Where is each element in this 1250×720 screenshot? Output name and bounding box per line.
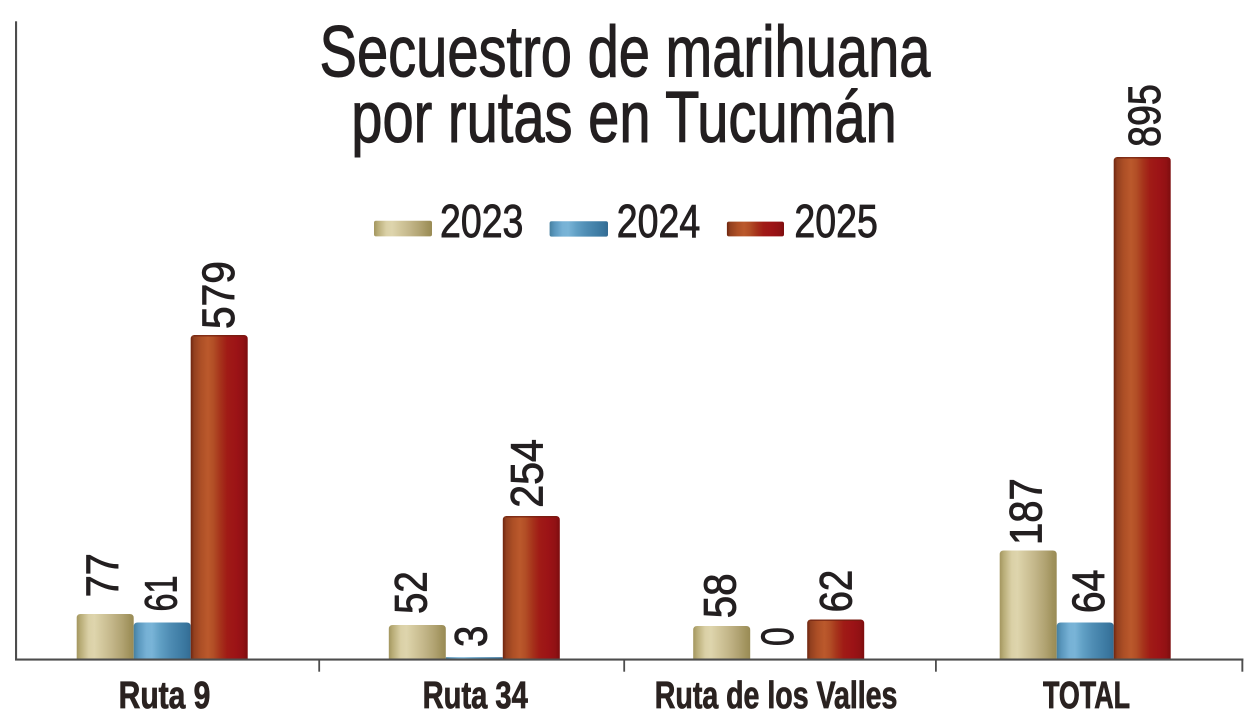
svg-text:254: 254	[503, 439, 553, 508]
svg-text:64: 64	[1064, 570, 1114, 614]
svg-text:61: 61	[137, 575, 186, 611]
svg-text:2025: 2025	[794, 195, 877, 247]
svg-text:Secuestro de marihuana: Secuestro de marihuana	[320, 12, 931, 92]
svg-text:895: 895	[1119, 84, 1170, 147]
svg-text:2023: 2023	[440, 195, 523, 247]
svg-text:TOTAL: TOTAL	[1043, 673, 1130, 716]
svg-text:Ruta de los Valles: Ruta de los Valles	[655, 675, 898, 717]
svg-text:62: 62	[810, 570, 861, 613]
svg-text:por rutas en Tucumán: por rutas en Tucumán	[351, 77, 896, 157]
svg-text:579: 579	[194, 261, 244, 329]
svg-text:77: 77	[78, 553, 128, 597]
svg-text:58: 58	[696, 573, 747, 618]
svg-text:52: 52	[386, 571, 437, 614]
svg-text:2024: 2024	[617, 195, 700, 247]
svg-text:3: 3	[446, 626, 497, 647]
svg-text:Ruta 34: Ruta 34	[423, 674, 528, 717]
svg-text:187: 187	[1001, 478, 1052, 545]
svg-text:0: 0	[753, 627, 803, 646]
svg-text:Ruta 9: Ruta 9	[119, 675, 211, 717]
